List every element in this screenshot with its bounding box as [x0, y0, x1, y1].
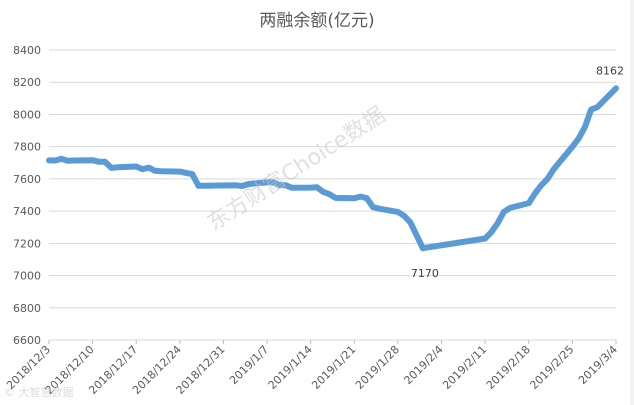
- y-tick-label: 7200: [13, 237, 41, 250]
- series-line: [46, 85, 619, 252]
- x-tick-label: 2019/1/21: [309, 343, 358, 392]
- x-tick-label: 2019/2/18: [484, 343, 533, 392]
- x-tick-label: 2019/3/4: [576, 343, 620, 387]
- data-label: 7170: [411, 267, 439, 280]
- y-tick-label: 6800: [13, 302, 41, 315]
- y-tick-label: 6600: [13, 334, 41, 347]
- chart-title: 两融余额(亿元): [259, 11, 375, 31]
- corner-watermark: © 大智慧数据: [4, 386, 74, 399]
- y-tick-label: 8400: [13, 44, 41, 57]
- x-tick-label: 2019/1/14: [266, 343, 315, 392]
- x-tick-label: 2019/1/7: [227, 343, 271, 387]
- x-tick-label: 2019/2/25: [527, 343, 576, 392]
- y-tick-label: 7800: [13, 141, 41, 154]
- x-tick-label: 2019/2/11: [440, 343, 489, 392]
- x-tick-label: 2019/2/4: [402, 343, 446, 387]
- y-tick-label: 8000: [13, 108, 41, 121]
- y-tick-label: 7600: [13, 173, 41, 186]
- x-tick-label: 2019/1/28: [353, 343, 402, 392]
- y-tick-label: 7000: [13, 270, 41, 283]
- right-border: [630, 0, 634, 405]
- y-tick-label: 7400: [13, 205, 41, 218]
- y-tick-label: 8200: [13, 76, 41, 89]
- data-label: 8162: [596, 64, 624, 77]
